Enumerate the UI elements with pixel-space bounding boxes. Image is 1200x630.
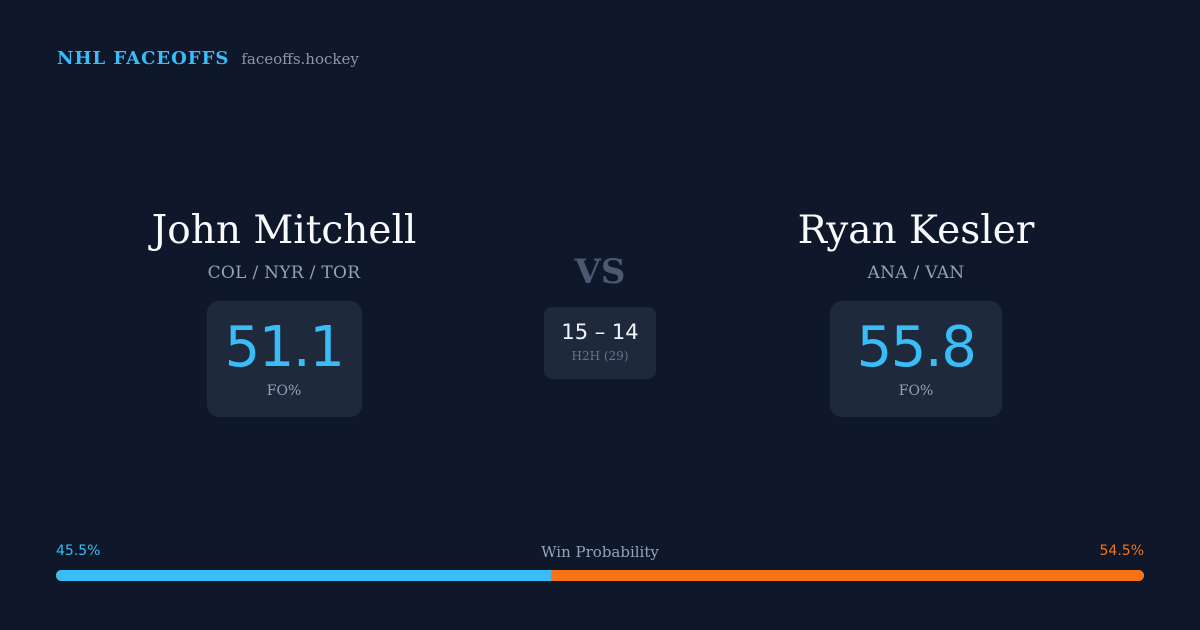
win-probability-left-fill: [56, 570, 552, 581]
player-right: Ryan Kesler ANA / VAN 55.8 FO%: [716, 205, 1116, 417]
h2h-score: 15 – 14: [561, 320, 639, 344]
h2h-card: 15 – 14 H2H (29): [544, 307, 656, 379]
player-left-stat-card: 51.1 FO%: [206, 301, 362, 417]
player-right-name: Ryan Kesler: [797, 208, 1035, 253]
brand-header: NHL FACEOFFS faceoffs.hockey: [57, 48, 359, 69]
player-left-name: John Mitchell: [151, 208, 417, 253]
win-probability-title: Win Probability: [541, 543, 659, 561]
win-probability-labels: 45.5% Win Probability 54.5%: [56, 543, 1144, 563]
player-left-fo-value: 51.1: [224, 315, 345, 380]
win-probability-bar: [56, 570, 1144, 581]
player-right-teams: ANA / VAN: [867, 263, 965, 283]
h2h-label: H2H (29): [571, 349, 629, 363]
player-right-stat-card: 55.8 FO%: [830, 301, 1002, 417]
win-probability-right-label: 54.5%: [1099, 543, 1144, 559]
brand-name: NHL FACEOFFS: [57, 48, 230, 69]
win-probability-right-fill: [551, 570, 1144, 581]
player-left-teams: COL / NYR / TOR: [207, 263, 361, 283]
win-probability-left-label: 45.5%: [56, 543, 101, 559]
brand-domain: faceoffs.hockey: [241, 50, 359, 68]
player-right-fo-label: FO%: [898, 383, 934, 399]
vs-label: VS: [574, 252, 626, 292]
player-left: John Mitchell COL / NYR / TOR 51.1 FO%: [84, 205, 484, 417]
player-right-fo-value: 55.8: [856, 315, 977, 380]
player-left-fo-label: FO%: [266, 383, 302, 399]
